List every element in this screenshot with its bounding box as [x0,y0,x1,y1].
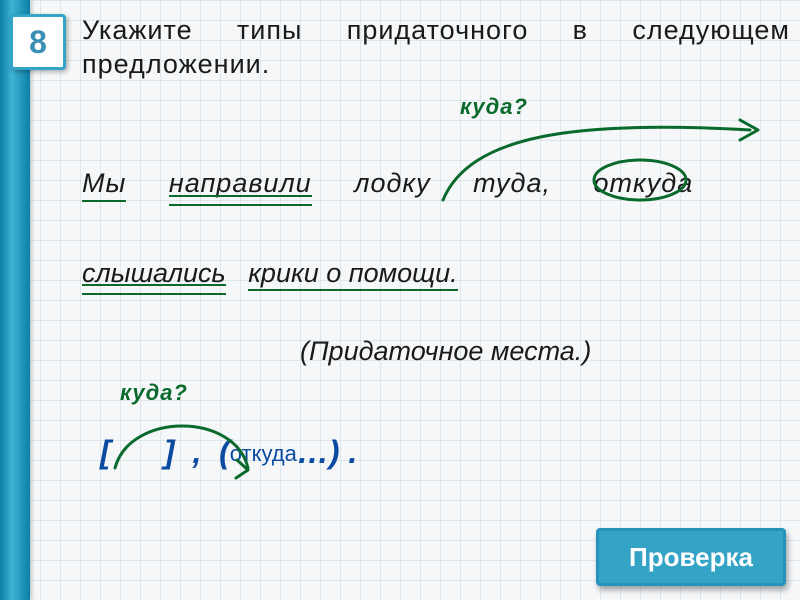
sentence-schema: [ ] , (откуда…) . [100,434,357,471]
answer-text: (Придаточное места.) [300,336,591,367]
bottom-question-label: куда? [120,380,188,406]
left-accent-bar [0,0,30,600]
grid-background [0,0,800,600]
word-subject: Мы [82,168,126,202]
schema-close-sq: ] [164,434,175,470]
schema-close-paren: ) [329,434,340,470]
check-button[interactable]: Проверка [596,528,786,586]
schema-open-paren: ( [219,434,230,470]
question-number-badge: 8 [10,14,66,70]
schema-comma: , [192,434,201,470]
word-rest: крики о помощи. [248,258,457,291]
schema-period: . [348,434,357,470]
word-object: лодку [354,168,430,199]
word-predicate2: слышались [82,258,226,288]
word-adverb: туда, [473,168,551,199]
top-question-label: куда? [460,94,528,120]
question-text: Укажите типы придаточного в следующем пр… [82,14,790,82]
check-button-label: Проверка [629,542,753,573]
schema-word: откуда [230,441,297,466]
schema-open-sq: [ [100,434,111,470]
word-conjunction: откуда [594,168,694,199]
question-number: 8 [29,24,47,61]
schema-dots: … [297,434,329,470]
sentence-line-1: Мы направили лодку туда, откуда [82,168,782,202]
word-predicate: направили [169,168,312,199]
sentence-line-2: слышались крики о помощи. [82,258,458,289]
